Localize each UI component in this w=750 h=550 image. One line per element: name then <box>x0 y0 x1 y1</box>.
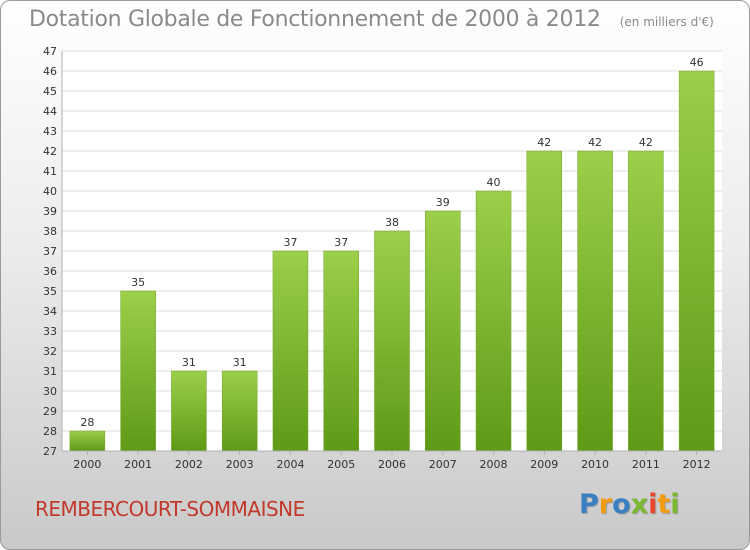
chart-subtitle: (en milliers d'€) <box>619 15 714 29</box>
bar-2001 <box>120 290 156 452</box>
logo-letter: i <box>670 489 680 520</box>
x-tick-labels: 2000 2001 2002 2003 2004 2005 2006 2007 2008 2009… <box>73 451 711 471</box>
chart-title: Dotation Globale de Fonctionnement de 20… <box>29 7 601 32</box>
x-tick-label: 2006 <box>378 458 406 471</box>
logo-letter: x <box>630 489 649 520</box>
y-tick-label: 43 <box>43 125 57 138</box>
y-tick-label: 47 <box>43 45 57 58</box>
y-tick-label: 33 <box>43 325 57 338</box>
logo-letter: o <box>612 489 631 520</box>
axes <box>61 51 722 452</box>
data-label-2005: 37 <box>334 236 348 249</box>
y-tick-label: 35 <box>43 285 57 298</box>
y-tick-label: 32 <box>43 345 57 358</box>
x-tick-label: 2007 <box>429 458 457 471</box>
logo-letter: t <box>657 489 671 520</box>
y-tick-label: 44 <box>43 105 57 118</box>
x-tick-label: 2010 <box>581 458 609 471</box>
y-tick-label: 29 <box>43 405 57 418</box>
x-tick-label: 2002 <box>175 458 203 471</box>
data-label-2012: 46 <box>690 56 704 69</box>
data-label-2011: 42 <box>639 136 653 149</box>
bar-2010 <box>577 150 613 452</box>
y-tick-label: 41 <box>43 165 57 178</box>
bar-2012 <box>678 70 715 452</box>
data-label-2007: 39 <box>436 196 450 209</box>
x-tick-label: 2004 <box>276 458 304 471</box>
data-label-2000: 28 <box>80 416 94 429</box>
bar-2009 <box>526 150 563 452</box>
y-tick-labels: 27 28 29 30 31 32 33 34 35 36 37 38 39 40 41 42 43 44 45 46… <box>43 45 57 458</box>
y-tick-label: 45 <box>43 85 57 98</box>
bar-2011 <box>628 150 664 452</box>
y-tick-label: 37 <box>43 245 57 258</box>
title-row: Dotation Globale de Fonctionnement de 20… <box>29 7 714 32</box>
x-tick-label: 2008 <box>480 458 508 471</box>
y-tick-label: 31 <box>43 365 57 378</box>
y-tick-label: 40 <box>43 185 57 198</box>
x-tick-label: 2009 <box>530 458 558 471</box>
y-tick-label: 38 <box>43 225 57 238</box>
bar-2002 <box>171 370 207 452</box>
y-tick-label: 34 <box>43 305 57 318</box>
logo-letter: i <box>648 489 658 520</box>
data-label-2010: 42 <box>588 136 602 149</box>
bar-2007 <box>425 210 461 452</box>
proxiti-logo: Proxiti <box>579 489 680 520</box>
y-tick-label: 30 <box>43 385 57 398</box>
data-label-2009: 42 <box>537 136 551 149</box>
x-tick-label: 2000 <box>73 458 101 471</box>
bar-2000 <box>69 430 106 452</box>
data-label-2001: 35 <box>131 276 145 289</box>
bar-2003 <box>221 370 258 452</box>
x-tick-label: 2001 <box>124 458 152 471</box>
data-label-2003: 31 <box>233 356 247 369</box>
y-tick-label: 46 <box>43 65 57 78</box>
commune-name: REMBERCOURT-SOMMAISNE <box>35 497 305 521</box>
x-tick-label: 2003 <box>226 458 254 471</box>
x-tick-label: 2005 <box>327 458 355 471</box>
x-tick-label: 2012 <box>683 458 711 471</box>
y-tick-label: 39 <box>43 205 57 218</box>
y-tick-label: 28 <box>43 425 57 438</box>
y-tick-label: 42 <box>43 145 57 158</box>
bar-2008 <box>475 190 512 452</box>
bar-2006 <box>374 230 410 452</box>
logo-letter: P <box>579 489 599 520</box>
logo-letter: r <box>598 489 613 520</box>
bar-2004 <box>272 250 309 452</box>
data-label-2006: 38 <box>385 216 399 229</box>
data-label-2004: 37 <box>283 236 297 249</box>
data-label-2002: 31 <box>182 356 196 369</box>
y-tick-label: 27 <box>43 445 57 458</box>
y-tick-label: 36 <box>43 265 57 278</box>
bars: 28 35 31 31 37 37 38 39 40 42 42 42 46 <box>69 56 715 452</box>
bar-2005 <box>323 250 359 452</box>
data-label-2008: 40 <box>487 176 501 189</box>
x-tick-label: 2011 <box>632 458 660 471</box>
